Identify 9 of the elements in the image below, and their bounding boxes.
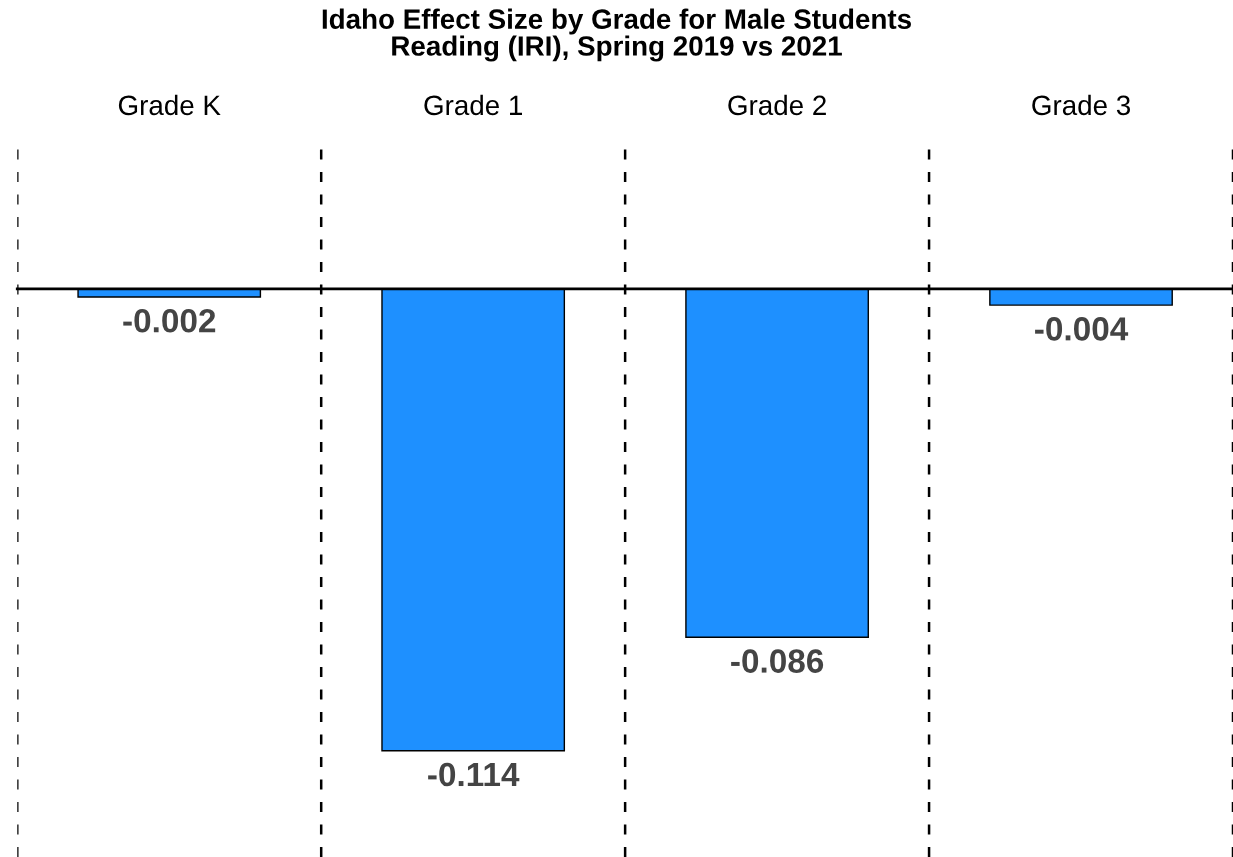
x-tick-label: Grade 3 <box>1032 94 1130 116</box>
x-tick-label: Grade K <box>118 94 221 116</box>
x-tick-label: Grade 2 <box>728 94 826 116</box>
data-label: -0.086 <box>731 649 824 673</box>
data-label: -0.002 <box>123 308 216 333</box>
data-label: -0.004 <box>1035 317 1129 341</box>
chart-title: Idaho Effect Size by Grade for Male Students Reading (IRI), Spring 2019 vs 2021 <box>322 8 911 62</box>
x-tick-label: Grade 1 <box>424 94 522 116</box>
data-label: -0.114 <box>428 762 520 787</box>
